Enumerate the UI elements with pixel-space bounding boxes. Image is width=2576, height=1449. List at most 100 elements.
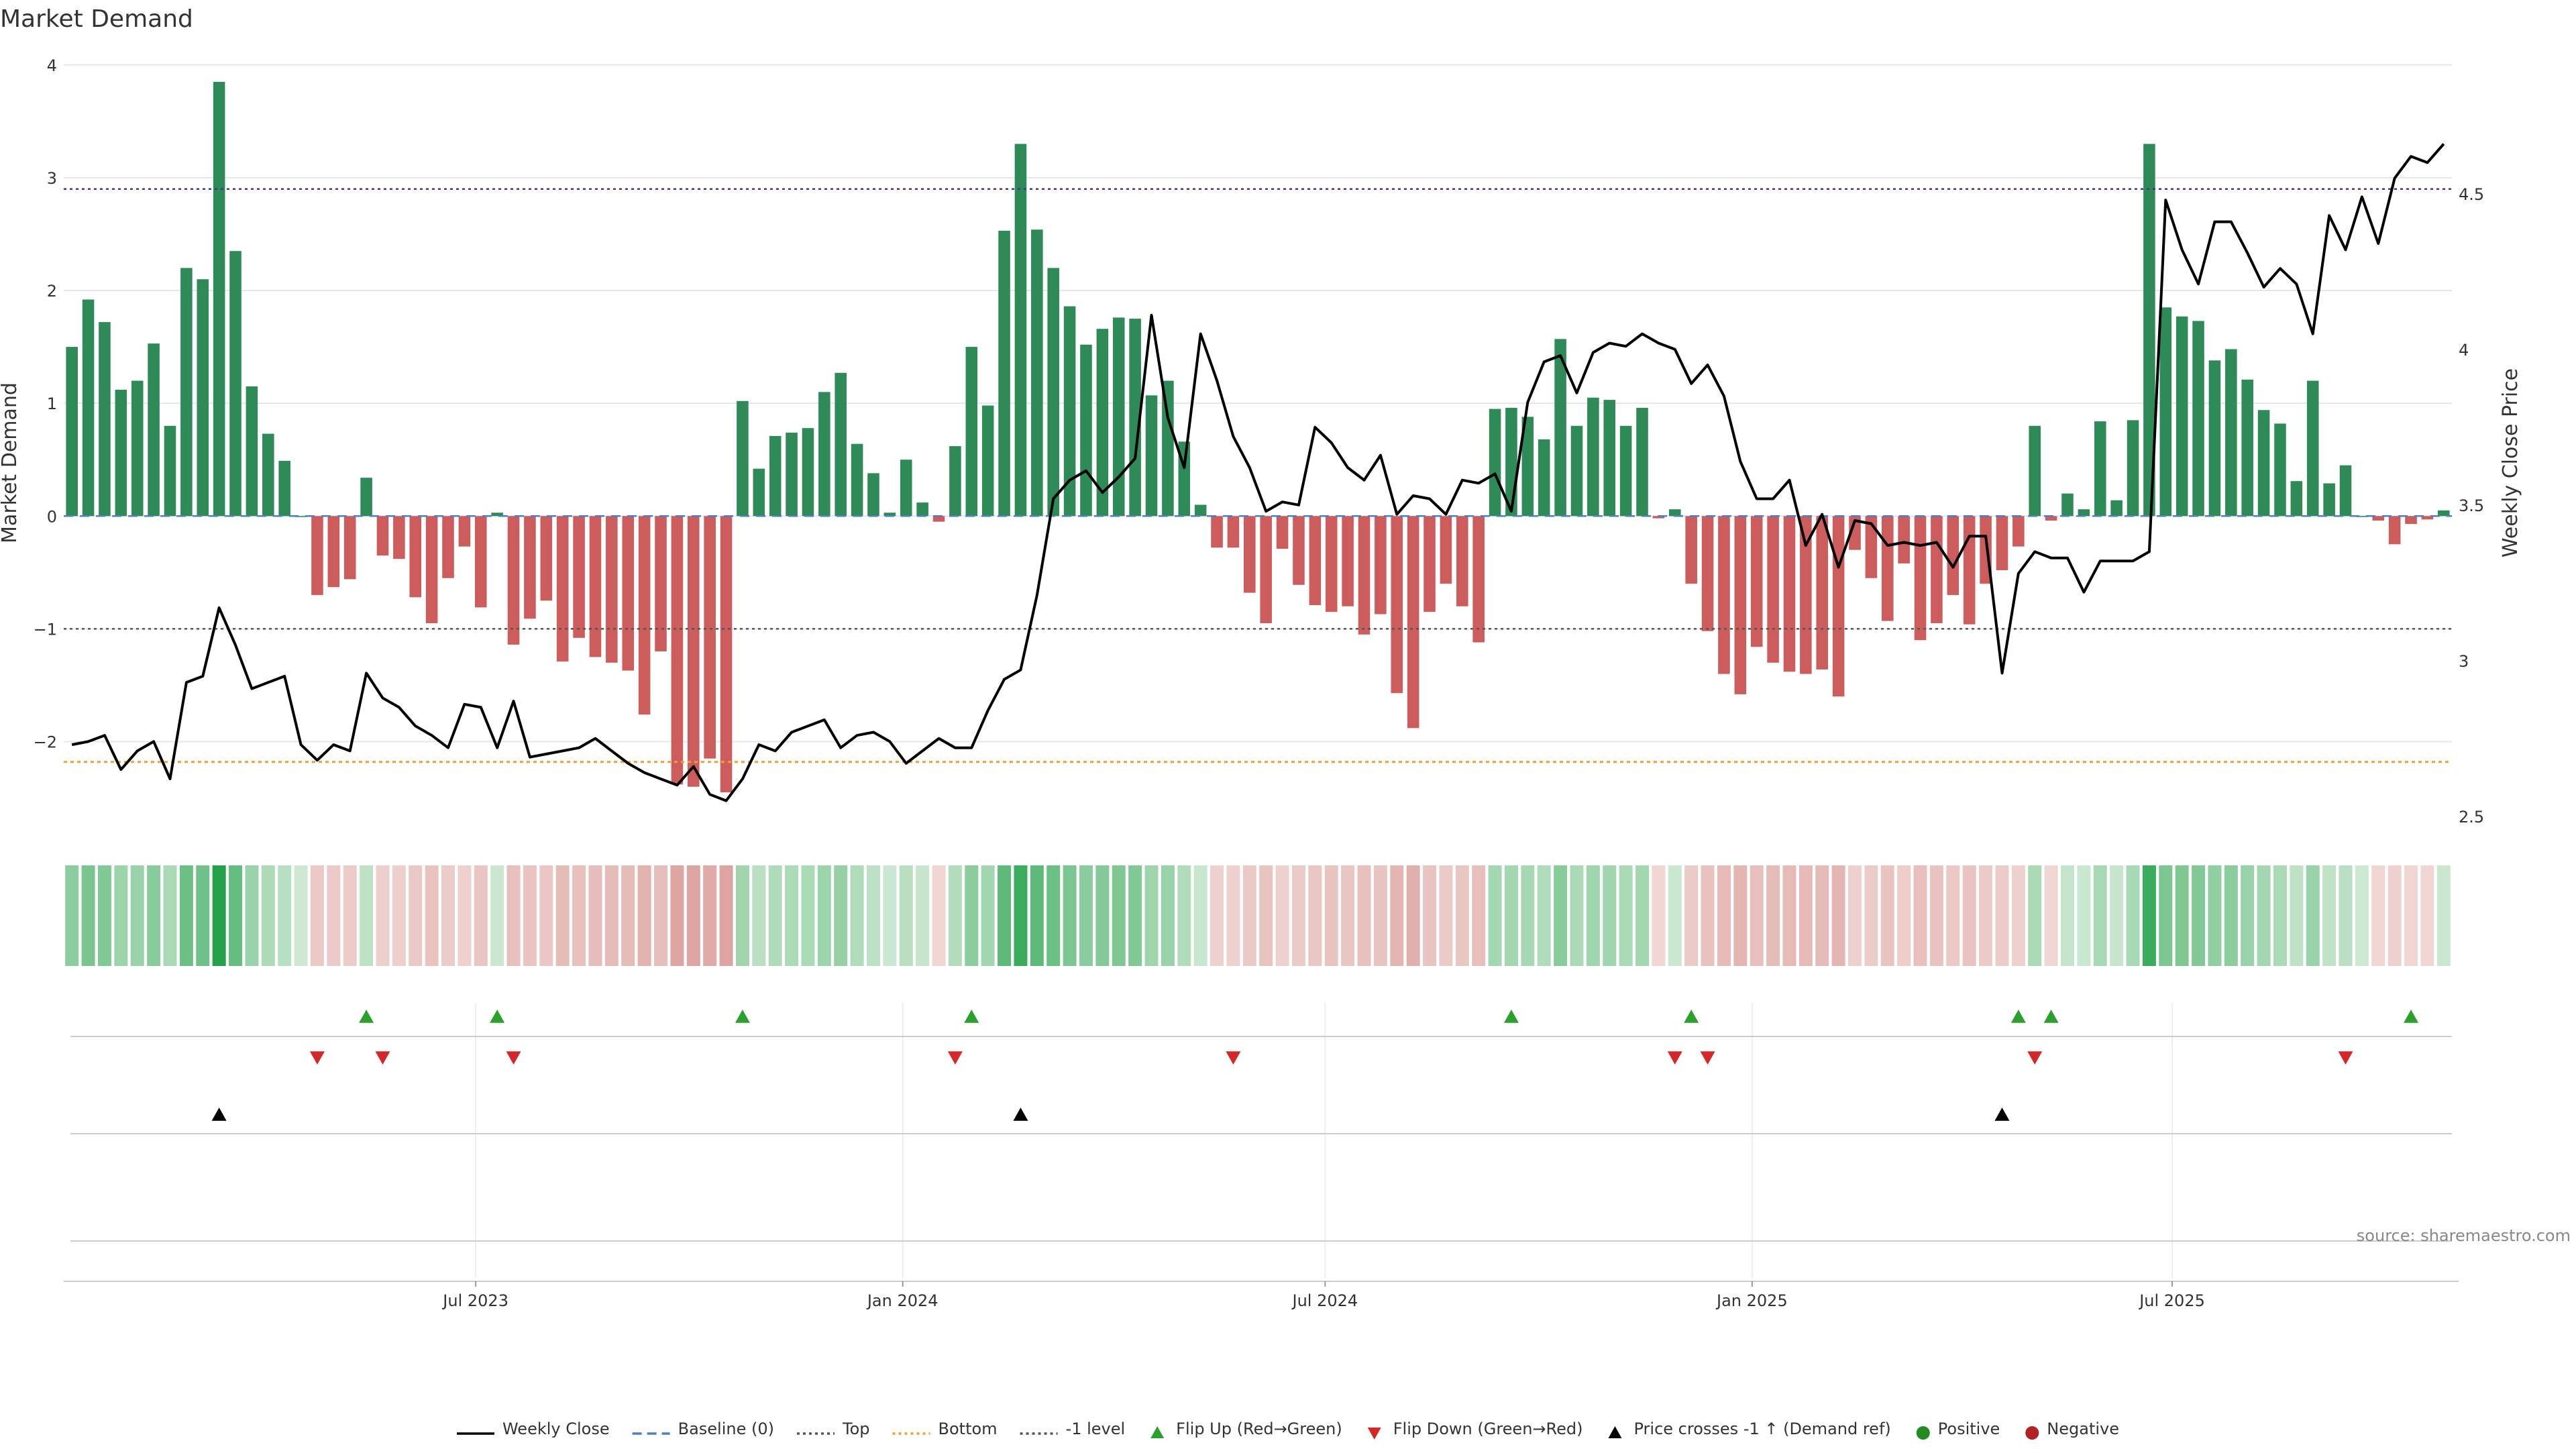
legend-label: Flip Up (Red→Green): [1176, 1419, 1342, 1438]
heat-cell: [490, 865, 504, 966]
demand-bar: [1260, 516, 1272, 623]
heat-cell: [2436, 865, 2451, 966]
left-tick-label: 3: [47, 169, 57, 188]
demand-bar: [2143, 144, 2155, 517]
demand-bar: [1489, 409, 1501, 517]
heat-cell: [1308, 865, 1322, 966]
heat-cell: [2093, 865, 2107, 966]
flip-up-marker: [2404, 1010, 2419, 1023]
heat-cell: [1831, 865, 1845, 966]
demand-bar: [1472, 516, 1485, 643]
right-tick-label: 2.5: [2459, 808, 2484, 826]
heat-cell: [245, 865, 259, 966]
flip-up-marker: [1684, 1010, 1699, 1023]
left-tick-label: −2: [34, 733, 57, 752]
flip-up-marker: [490, 1010, 505, 1023]
flip-up-marker: [1503, 1010, 1519, 1023]
heat-cell: [1913, 865, 1927, 966]
demand-bar: [2421, 516, 2434, 520]
heat-cell: [2355, 865, 2369, 966]
demand-bar: [148, 343, 160, 517]
demand-bar: [180, 268, 193, 517]
signal-rows: [64, 1010, 2459, 1282]
heat-cell: [555, 865, 570, 966]
demand-bar: [1718, 516, 1730, 674]
demand-bar: [115, 389, 127, 517]
heat-cell: [670, 865, 684, 966]
demand-bar: [311, 516, 323, 595]
demand-bars: [66, 82, 2450, 793]
flip-down-marker: [506, 1051, 521, 1065]
demand-bar: [524, 516, 536, 619]
right-axis-label: Weekly Close Price: [2499, 368, 2522, 557]
demand-bar: [393, 516, 405, 559]
demand-bar: [1407, 516, 1419, 729]
demand-bar: [540, 516, 553, 601]
heat-cell: [1046, 865, 1061, 966]
demand-bar: [213, 82, 225, 517]
x-tick-label: Jan 2025: [1715, 1291, 1788, 1310]
demand-bar: [2045, 516, 2057, 521]
demand-bar: [573, 516, 585, 638]
demand-bar: [867, 473, 879, 517]
heat-cell: [196, 865, 210, 966]
heat-cell: [1504, 865, 1518, 966]
flip-down-marker: [1667, 1051, 1682, 1065]
demand-bar: [2274, 423, 2286, 517]
demand-bar: [458, 516, 471, 547]
demand-bar: [1080, 344, 1092, 517]
heat-cell: [1095, 865, 1110, 966]
left-tick-label: 0: [47, 507, 57, 526]
source-note: source: sharemaestro.com: [2357, 1226, 2571, 1245]
demand-bar: [900, 460, 912, 517]
legend-label: Weekly Close: [502, 1419, 610, 1438]
demand-bar: [2110, 500, 2123, 517]
heat-cell: [1668, 865, 1682, 966]
heat-cell: [474, 865, 488, 966]
heat-cell: [1603, 865, 1617, 966]
heat-cell: [752, 865, 766, 966]
demand-bar: [1031, 229, 1043, 517]
heat-cell: [1030, 865, 1044, 966]
heat-cell: [1946, 865, 1960, 966]
right-tick-label: 3.5: [2459, 496, 2484, 515]
right-tick-label: 4: [2459, 341, 2469, 360]
demand-bar: [327, 516, 340, 588]
heat-cell: [1684, 865, 1699, 966]
demand-bar: [376, 516, 389, 556]
demand-bar: [278, 460, 290, 517]
heat-cell: [1472, 865, 1486, 966]
demand-bar: [2241, 379, 2253, 517]
demand-bar: [1800, 516, 1812, 674]
heat-cell: [604, 865, 619, 966]
demand-bar: [1570, 425, 1583, 517]
right-tick-label: 3: [2459, 652, 2469, 671]
price-cross-marker: [1013, 1108, 1028, 1121]
legend-item: Bottom: [892, 1419, 998, 1438]
flip-down-marker: [375, 1051, 390, 1065]
heat-cell: [1537, 865, 1551, 966]
heat-cell: [2273, 865, 2287, 966]
price-cross-marker: [1994, 1108, 2010, 1121]
heat-cell: [392, 865, 406, 966]
heat-cell: [654, 865, 667, 966]
legend-label: Negative: [2047, 1419, 2119, 1438]
demand-bar: [2372, 516, 2385, 521]
demand-bar: [2192, 321, 2204, 517]
demand-bar: [1750, 516, 1763, 647]
heat-cell: [703, 865, 717, 966]
legend-label: Positive: [1938, 1419, 2000, 1438]
heat-cell: [1815, 865, 1829, 966]
demand-bar: [82, 299, 95, 517]
heat-cell: [97, 865, 111, 966]
demand-bar: [1652, 516, 1665, 519]
demand-bar: [851, 443, 863, 517]
heat-cell: [1570, 865, 1584, 966]
heat-cell: [310, 865, 324, 966]
legend-label: Top: [842, 1419, 870, 1438]
heat-cell: [114, 865, 128, 966]
heat-cell: [2257, 865, 2271, 966]
heat-cell: [1439, 865, 1453, 966]
heat-cell: [2011, 865, 2025, 966]
heat-cell: [1242, 865, 1256, 966]
